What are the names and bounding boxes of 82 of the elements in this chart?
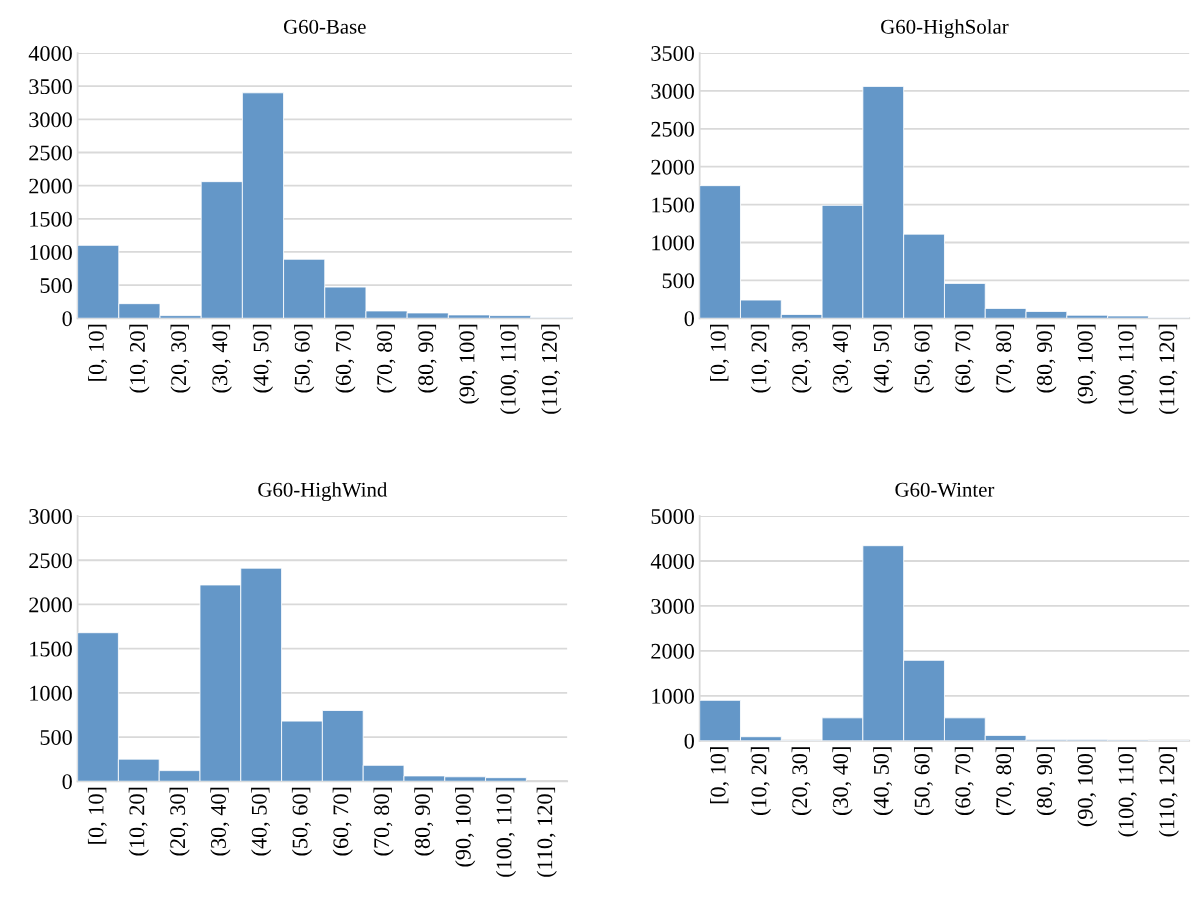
x-tick-label: [0, 10] bbox=[710, 747, 729, 804]
x-tick-label: (90, 100] bbox=[458, 324, 480, 404]
x-tick-label: (110, 120] bbox=[1158, 747, 1179, 837]
x-tick-label: (90, 100] bbox=[455, 787, 476, 867]
x-tick-label: [0, 10] bbox=[710, 324, 729, 381]
y-tick-label: 1000 bbox=[652, 235, 694, 251]
y-tick-label: 5000 bbox=[651, 508, 694, 524]
y-tick-label: 3500 bbox=[29, 79, 72, 95]
y-tick-label: 2500 bbox=[29, 145, 72, 161]
x-tick-label: (80, 90] bbox=[1036, 324, 1057, 393]
x-tick-label: (50, 60] bbox=[294, 324, 315, 393]
y-tick-label: 3000 bbox=[29, 508, 72, 524]
x-tick-label: (80, 90] bbox=[1036, 747, 1057, 816]
x-tick-label: (20, 30] bbox=[170, 324, 191, 393]
x-tick-label: (40, 50] bbox=[873, 324, 894, 393]
x-tick-label: (20, 30] bbox=[791, 747, 812, 816]
x-tick-label: (60, 70] bbox=[335, 324, 356, 393]
x-tick-label: (60, 70] bbox=[954, 747, 975, 816]
y-tick-label: 2500 bbox=[651, 121, 694, 137]
x-tick-label: (100, 110] bbox=[1117, 324, 1139, 414]
chart-title: G60-Winter bbox=[895, 482, 995, 497]
chart-title: G60-HighSolar bbox=[881, 19, 1009, 39]
y-tick-label: 3500 bbox=[651, 45, 694, 61]
x-tick-label: (80, 90] bbox=[417, 324, 438, 393]
y-tick-label: 4000 bbox=[650, 553, 694, 569]
y-tick-label: 0 bbox=[684, 733, 694, 749]
x-tick-label: (30, 40] bbox=[211, 324, 232, 393]
y-tick-label: 2000 bbox=[29, 597, 72, 613]
x-tick-label: (30, 40] bbox=[832, 324, 853, 393]
y-tick-label: 1500 bbox=[652, 197, 694, 213]
x-tick-label: (40, 50] bbox=[873, 747, 894, 816]
x-tick-label: (90, 100] bbox=[1077, 324, 1098, 404]
y-tick-label: 2000 bbox=[29, 178, 72, 194]
x-tick-label: (10, 20] bbox=[750, 747, 771, 816]
x-tick-label: (60, 70] bbox=[954, 324, 975, 393]
x-tick-label: (10, 20] bbox=[129, 324, 150, 393]
y-tick-label: 3000 bbox=[651, 83, 694, 99]
y-tick-label: 0 bbox=[62, 311, 72, 327]
x-tick-label: [0, 10] bbox=[87, 787, 107, 844]
x-tick-label: (40, 50] bbox=[252, 324, 274, 393]
x-tick-label: (10, 20] bbox=[128, 787, 149, 856]
x-tick-label: (90, 100] bbox=[1077, 747, 1098, 827]
y-tick-label: 1000 bbox=[652, 688, 694, 704]
x-tick-label: (60, 70] bbox=[332, 787, 353, 856]
x-tick-label: (50, 60] bbox=[291, 787, 313, 856]
x-tick-label: (110, 120] bbox=[1158, 324, 1179, 414]
x-tick-label: (30, 40] bbox=[832, 747, 853, 816]
x-tick-label: (20, 30] bbox=[169, 787, 190, 856]
y-tick-label: 4000 bbox=[28, 45, 72, 61]
y-tick-label: 500 bbox=[40, 278, 72, 294]
x-tick-label: (70, 80] bbox=[376, 324, 397, 393]
y-tick-label: 2000 bbox=[651, 159, 694, 175]
y-tick-label: 1500 bbox=[30, 641, 72, 657]
y-tick-label: 2000 bbox=[651, 643, 694, 659]
y-tick-label: 2500 bbox=[29, 553, 72, 569]
x-tick-label: (80, 90] bbox=[414, 787, 435, 856]
chart-title: G60-HighWind bbox=[258, 482, 388, 502]
x-tick-label: (70, 80] bbox=[995, 324, 1016, 393]
x-tick-label: (100, 110] bbox=[495, 787, 517, 877]
y-tick-label: 0 bbox=[62, 774, 72, 790]
x-tick-label: (20, 30] bbox=[791, 324, 812, 393]
y-tick-label: 3000 bbox=[29, 112, 72, 128]
x-tick-label: [0, 10] bbox=[88, 324, 107, 381]
y-tick-label: 500 bbox=[662, 273, 694, 289]
x-tick-label: (30, 40] bbox=[210, 787, 231, 856]
y-tick-label: 500 bbox=[40, 729, 72, 745]
x-tick-label: (50, 60] bbox=[913, 747, 935, 816]
x-tick-label: (110, 120] bbox=[541, 324, 562, 414]
x-tick-label: (100, 110] bbox=[500, 324, 521, 414]
x-tick-label: (50, 60] bbox=[913, 324, 935, 393]
x-tick-label: (70, 80] bbox=[995, 747, 1016, 816]
x-tick-label: (110, 120] bbox=[536, 787, 557, 877]
x-tick-label: (100, 110] bbox=[1117, 747, 1139, 837]
x-tick-label: (40, 50] bbox=[251, 787, 272, 856]
x-tick-label: (70, 80] bbox=[373, 787, 394, 856]
y-tick-label: 1000 bbox=[30, 244, 72, 260]
x-tick-label: (10, 20] bbox=[750, 324, 771, 393]
y-tick-label: 0 bbox=[684, 311, 694, 327]
chart-title: G60-Base bbox=[283, 19, 366, 34]
y-tick-label: 1500 bbox=[30, 211, 72, 227]
y-tick-label: 1000 bbox=[30, 685, 72, 701]
y-tick-label: 3000 bbox=[651, 598, 694, 614]
